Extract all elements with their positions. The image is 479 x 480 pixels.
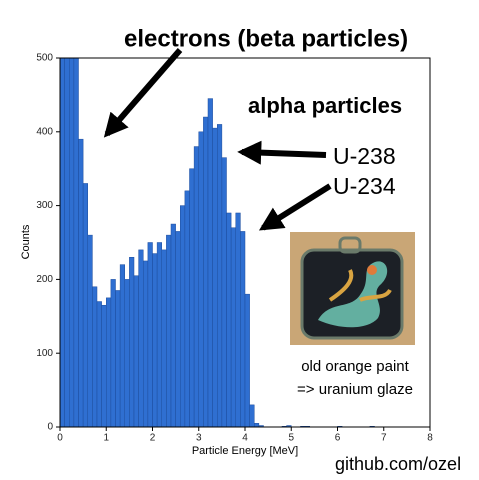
annotation: U-234 xyxy=(333,173,396,199)
bar xyxy=(193,146,199,428)
annotation: github.com/ozel xyxy=(335,454,461,474)
bar xyxy=(73,57,79,428)
bar xyxy=(143,260,149,428)
bar xyxy=(180,205,186,428)
x-tick-label: 7 xyxy=(381,433,387,444)
x-axis-label: Particle Energy [MeV] xyxy=(192,445,298,457)
bar xyxy=(254,423,260,428)
bar xyxy=(244,293,250,428)
x-tick-label: 6 xyxy=(335,433,341,444)
bar xyxy=(217,124,223,428)
bar xyxy=(69,57,75,428)
arrow xyxy=(103,48,183,138)
bar xyxy=(110,279,116,428)
bar xyxy=(212,127,218,428)
y-axis-label: Counts xyxy=(20,224,32,259)
photo xyxy=(290,232,415,345)
x-tick-label: 4 xyxy=(242,433,248,444)
arrow xyxy=(237,140,327,165)
bar xyxy=(221,157,227,428)
bar xyxy=(147,242,153,428)
bar xyxy=(101,304,107,428)
x-tick-label: 1 xyxy=(103,433,109,444)
bar xyxy=(78,138,84,428)
annotation: => uranium glaze xyxy=(297,381,413,398)
y-tick-label: 200 xyxy=(36,274,53,285)
bar xyxy=(235,212,241,428)
bar xyxy=(133,275,139,428)
x-tick-label: 2 xyxy=(150,433,156,444)
arrow xyxy=(258,183,332,231)
bar xyxy=(184,190,190,428)
bar xyxy=(64,57,70,428)
bar xyxy=(138,249,144,428)
bar xyxy=(207,98,213,428)
annotation: electrons (beta particles) xyxy=(124,25,408,52)
bar xyxy=(249,404,255,428)
bar xyxy=(129,257,135,428)
bar xyxy=(198,131,204,428)
y-tick-label: 500 xyxy=(36,53,53,64)
bar xyxy=(175,231,181,428)
bar xyxy=(119,264,125,428)
annotation: U-238 xyxy=(333,143,396,169)
bar xyxy=(152,253,158,428)
bar xyxy=(166,234,172,428)
x-tick-label: 0 xyxy=(57,433,63,444)
x-tick-label: 3 xyxy=(196,433,202,444)
bar xyxy=(96,301,102,428)
x-tick-label: 5 xyxy=(288,433,294,444)
annotation: alpha particles xyxy=(248,93,402,118)
bar xyxy=(230,227,236,428)
bar xyxy=(156,242,162,428)
y-tick-label: 100 xyxy=(36,348,53,359)
bar xyxy=(92,286,98,428)
annotation: old orange paint xyxy=(301,358,409,375)
y-tick-label: 0 xyxy=(47,422,53,433)
bar xyxy=(87,234,93,428)
bar xyxy=(124,279,130,428)
bar xyxy=(226,212,232,428)
bar xyxy=(189,168,195,428)
bar xyxy=(59,57,65,428)
bar xyxy=(82,183,88,428)
y-tick-label: 300 xyxy=(36,200,53,211)
bar xyxy=(240,231,246,428)
bar xyxy=(106,297,112,428)
bar xyxy=(115,290,121,428)
x-tick-label: 8 xyxy=(427,433,433,444)
histogram xyxy=(59,57,375,428)
bar xyxy=(161,249,167,428)
bar xyxy=(170,223,176,428)
y-tick-label: 400 xyxy=(36,126,53,137)
bar xyxy=(203,116,209,428)
